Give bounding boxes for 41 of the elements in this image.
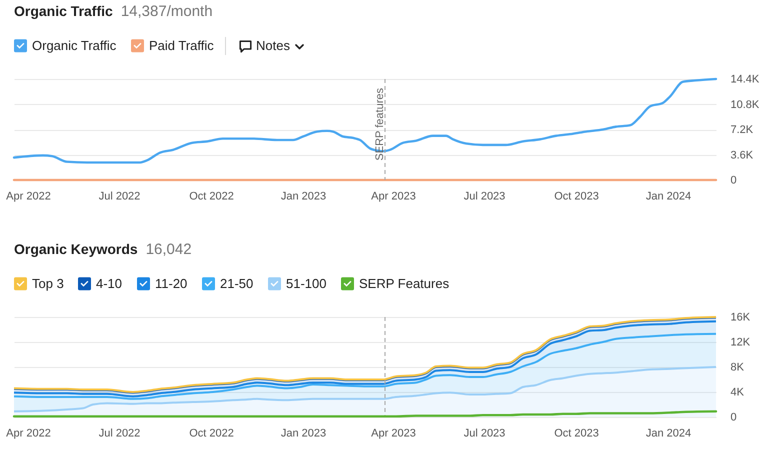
legend-label: 21-50 — [220, 276, 254, 291]
chart-subtitle: 16,042 — [146, 241, 192, 258]
x-tick-label: Oct 2023 — [554, 190, 599, 202]
x-tick-label: Jul 2022 — [98, 428, 140, 440]
legend-label: Organic Traffic — [32, 38, 117, 53]
chart-subtitle: 14,387/month — [120, 3, 213, 20]
x-tick-label: Oct 2022 — [189, 190, 234, 202]
legend-label: 11-20 — [155, 276, 188, 291]
y-tick-label: 8K — [730, 362, 745, 374]
x-tick-label: Jan 2023 — [280, 190, 326, 202]
x-tick-label: Jul 2023 — [464, 428, 506, 440]
x-tick-label: Jan 2024 — [646, 190, 692, 202]
x-tick-label: Apr 2023 — [371, 428, 416, 440]
y-tick-label: 3.6K — [730, 149, 754, 162]
legend-label: SERP Features — [359, 276, 450, 291]
x-tick-label: Jan 2024 — [646, 428, 692, 440]
ref-line-label: SERP features — [374, 88, 386, 161]
x-tick-label: Oct 2022 — [189, 428, 234, 440]
text: Notes — [256, 38, 290, 54]
x-tick-label: Jan 2023 — [280, 428, 326, 440]
legend-label: 51-100 — [286, 276, 326, 291]
x-tick-label: Apr 2023 — [371, 190, 416, 202]
y-tick-label: 7.2K — [730, 124, 754, 136]
legend-label: Paid Traffic — [149, 38, 214, 53]
y-tick-label: 0 — [730, 174, 737, 186]
y-tick-label: 14.4K — [730, 74, 760, 86]
chart-title: Organic Keywords — [14, 241, 138, 257]
chart-title: Organic Traffic — [14, 3, 113, 19]
x-tick-label: Apr 2022 — [6, 190, 51, 202]
y-tick-label: 4K — [730, 386, 745, 398]
x-tick-label: Apr 2022 — [6, 428, 51, 440]
x-tick-label: Oct 2023 — [554, 428, 599, 440]
x-tick-label: Jul 2023 — [464, 190, 506, 202]
legend-label: 4-10 — [96, 276, 122, 291]
y-tick-label: 10.8K — [730, 98, 760, 111]
y-tick-label: 16K — [730, 312, 751, 324]
y-tick-label: 12K — [730, 336, 751, 348]
x-tick-label: Jul 2022 — [98, 190, 140, 202]
legend-label: Top 3 — [32, 276, 64, 291]
line-series — [12, 78, 718, 164]
y-tick-label: 0 — [730, 412, 737, 424]
